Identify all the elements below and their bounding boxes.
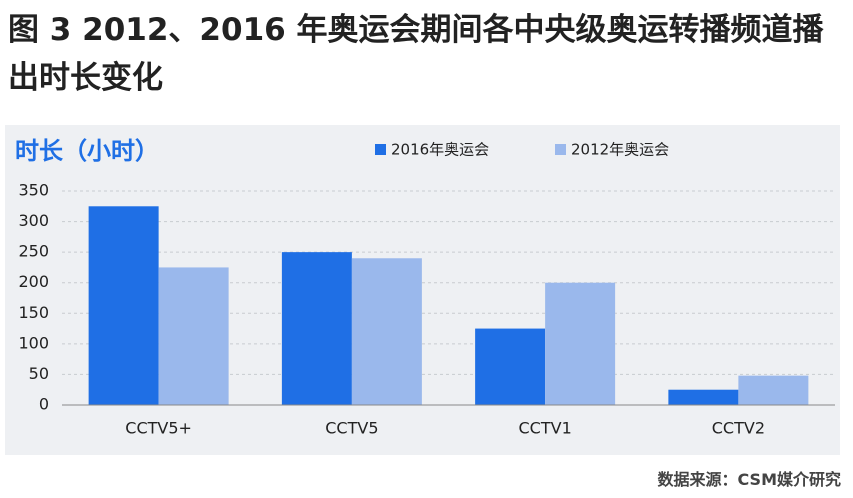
bar xyxy=(475,328,546,405)
y-tick-label: 150 xyxy=(18,303,49,322)
legend-swatch xyxy=(555,144,566,155)
y-tick-label: 200 xyxy=(18,272,49,291)
x-tick-label: CCTV5+ xyxy=(125,419,192,438)
bar xyxy=(351,258,422,405)
y-tick-label: 250 xyxy=(18,242,49,261)
y-tick-label: 50 xyxy=(29,364,49,383)
y-tick-label: 0 xyxy=(39,395,49,414)
y-tick-label: 300 xyxy=(18,211,49,230)
y-tick-label: 100 xyxy=(18,333,49,352)
x-tick-label: CCTV5 xyxy=(325,419,378,438)
x-tick-label: CCTV1 xyxy=(519,419,572,438)
bar xyxy=(545,282,616,405)
legend-swatch xyxy=(375,144,386,155)
legend-label: 2016年奥运会 xyxy=(391,141,489,159)
y-axis-label: 时长（小时） xyxy=(15,137,159,165)
chart-title: 图 3 2012、2016 年奥运会期间各中央级奥运转播频道播出时长变化 xyxy=(8,12,824,96)
x-tick-label: CCTV2 xyxy=(712,419,765,438)
chart: 时长（小时） 0 50 100 150 200 250 300 350 2016年奥运会 2012… xyxy=(5,125,840,455)
bar xyxy=(738,375,809,405)
bar xyxy=(88,206,159,405)
bar xyxy=(158,267,229,405)
source: 数据来源：CSM媒介研究 xyxy=(657,470,842,489)
bar xyxy=(668,389,739,405)
y-tick-label: 350 xyxy=(18,181,49,200)
legend-label: 2012年奥运会 xyxy=(571,141,669,159)
bar xyxy=(281,252,352,405)
